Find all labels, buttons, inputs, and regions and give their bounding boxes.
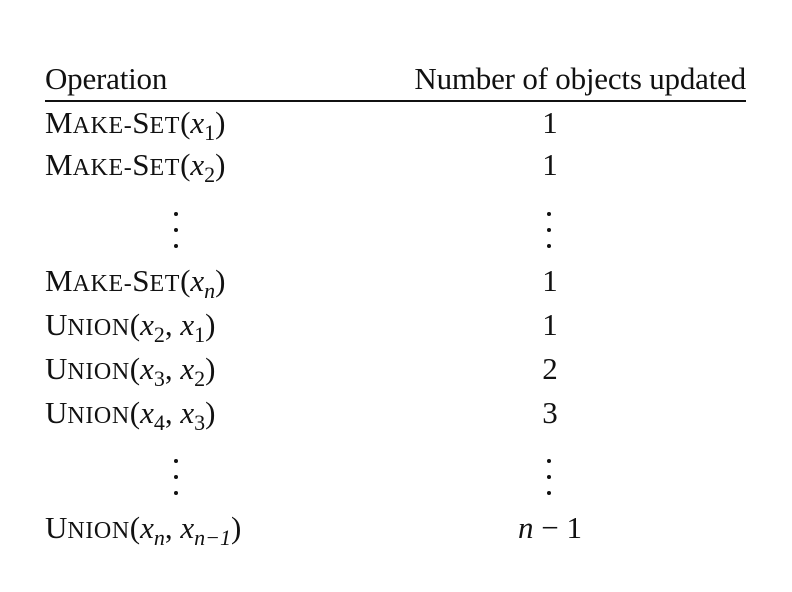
operation-cell: UNION(x4, x3)	[45, 395, 216, 435]
table-row: UNION(xn, xn−1) n − 1	[45, 510, 746, 550]
operations-table: Operation Number of objects updated MAKE…	[45, 55, 746, 550]
vertical-ellipsis-count	[547, 459, 555, 503]
table-row: UNION(x2, x1) 1	[45, 307, 746, 347]
operation-cell: UNION(xn, xn−1)	[45, 510, 242, 550]
count-cell: 2	[542, 351, 558, 386]
table-row: UNION(x4, x3) 3	[45, 395, 746, 435]
table-row: MAKE-SET(x2) 1	[45, 147, 746, 187]
count-cell: 1	[542, 263, 558, 298]
table-row: MAKE-SET(x1) 1	[45, 105, 746, 145]
count-cell: 3	[542, 395, 558, 430]
operation-cell: UNION(x3, x2)	[45, 351, 216, 391]
count-cell: 1	[542, 105, 558, 140]
vertical-ellipsis-operation	[174, 212, 182, 256]
operation-cell: UNION(x2, x1)	[45, 307, 216, 347]
vertical-ellipsis-operation	[174, 459, 182, 503]
vertical-ellipsis-count	[547, 212, 555, 256]
operation-cell: MAKE-SET(x2)	[45, 147, 226, 187]
count-cell: 1	[542, 147, 558, 182]
table-header: Operation Number of objects updated	[45, 55, 746, 102]
table-row: MAKE-SET(xn) 1	[45, 263, 746, 303]
table-row: UNION(x3, x2) 2	[45, 351, 746, 391]
count-column-header: Number of objects updated	[414, 61, 746, 96]
operation-cell: MAKE-SET(xn)	[45, 263, 226, 303]
count-cell: n − 1	[518, 510, 582, 545]
count-cell: 1	[542, 307, 558, 342]
operation-cell: MAKE-SET(x1)	[45, 105, 226, 145]
operation-column-header: Operation	[45, 61, 168, 96]
